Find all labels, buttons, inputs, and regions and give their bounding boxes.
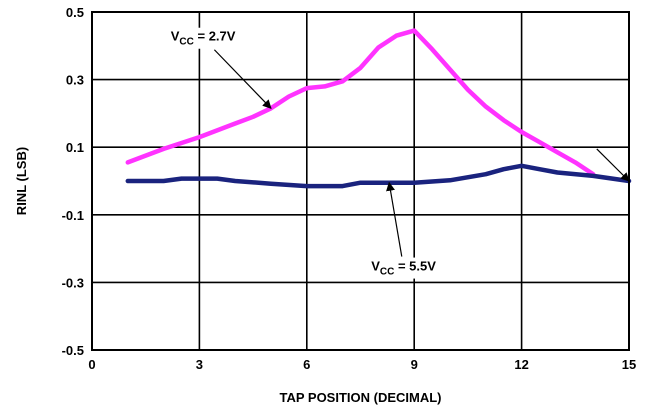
x-tick-label: 12 [514,357,528,372]
series-line-2 [128,166,629,186]
y-tick-label: 0.1 [66,140,84,155]
annotation-1: VCC = 2.7V [168,28,239,49]
x-tick-label: 3 [196,357,203,372]
annotation-2: VCC = 5.5V [368,258,439,279]
series-line-1 [128,31,593,175]
x-tick-label: 15 [622,357,636,372]
x-tick-label: 6 [303,357,310,372]
y-tick-label: -0.1 [62,208,84,223]
x-tick-label: 0 [88,357,95,372]
y-tick-label: 0.5 [66,5,84,20]
y-tick-label: 0.3 [66,73,84,88]
annotation-arrow [389,183,402,257]
y-tick-label: -0.5 [62,343,84,358]
x-axis-title: TAP POSITION (DECIMAL) [279,390,441,405]
tick-labels: 0 3 6 9 12 15 -0.5 -0.3 -0.1 0.1 0.3 0.5 [62,5,637,372]
y-tick-label: -0.3 [62,275,84,290]
y-axis-title: RINL (LSB) [14,147,29,215]
x-tick-label: 9 [411,357,418,372]
series-layer [128,31,629,187]
